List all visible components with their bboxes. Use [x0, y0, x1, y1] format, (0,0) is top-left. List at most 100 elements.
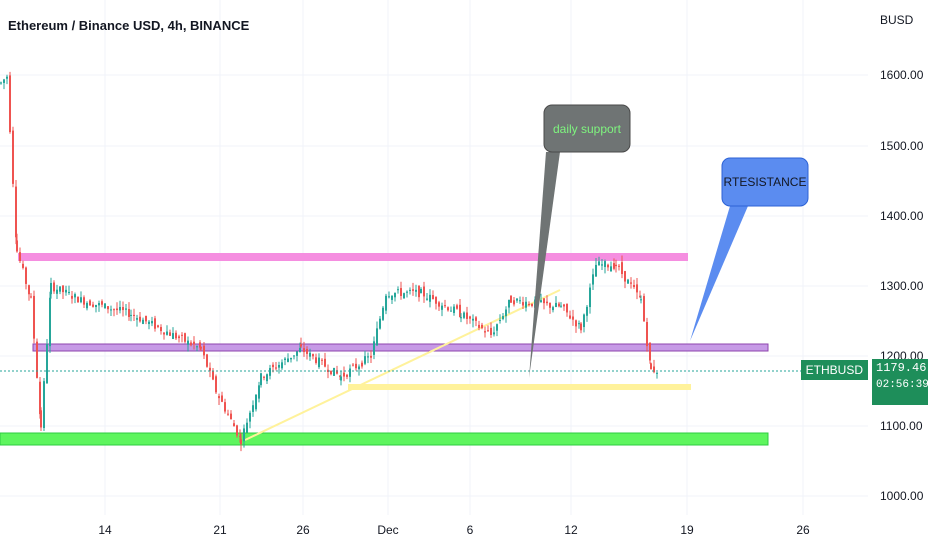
candle-body	[447, 307, 449, 311]
candle-body	[373, 341, 375, 355]
candle-body	[303, 348, 305, 353]
candle-body	[263, 376, 265, 378]
candle-body	[549, 302, 551, 308]
candle-body	[309, 352, 311, 357]
candle-body	[296, 351, 298, 356]
candle-body	[459, 304, 461, 317]
candle-body	[481, 324, 483, 329]
candle-body	[281, 362, 283, 369]
candle-body	[610, 266, 612, 272]
candle-body	[522, 302, 524, 306]
candle-body	[525, 301, 527, 308]
candle-body	[580, 323, 582, 331]
candle-body	[358, 366, 360, 370]
candle-body	[83, 297, 85, 305]
y-tick-label: 1600.00	[880, 68, 924, 82]
candle-body	[125, 308, 127, 310]
x-tick-label: Dec	[377, 523, 398, 537]
candle-body	[184, 333, 186, 342]
candle-body	[287, 358, 289, 362]
symbol-tag: ETHBUSD	[800, 360, 868, 380]
candle-body	[508, 299, 510, 308]
x-tick-label: 14	[98, 523, 112, 537]
candle-body	[343, 372, 345, 377]
callout-resistance-text: RTESISTANCE	[724, 175, 807, 189]
candle-body	[200, 347, 202, 349]
candle-body	[98, 303, 100, 306]
candle-body	[312, 354, 314, 357]
candle-body	[43, 381, 45, 428]
candle-body	[240, 439, 242, 445]
candle-body	[40, 410, 42, 428]
candle-body	[487, 330, 489, 332]
x-tick-label: 19	[680, 523, 694, 537]
candle-body	[493, 332, 495, 335]
candle-body	[505, 309, 507, 317]
candle-body	[456, 305, 458, 309]
candle-body	[656, 372, 658, 374]
candle-body	[154, 318, 156, 329]
candle-body	[496, 324, 498, 331]
candle-body	[531, 303, 533, 306]
candle-body	[128, 308, 130, 318]
candle-body	[74, 294, 76, 298]
candle-body	[499, 320, 501, 322]
candle-body	[340, 376, 342, 381]
candle-body	[583, 314, 585, 328]
candle-body	[19, 252, 21, 262]
candle-body	[166, 331, 168, 335]
candle-body	[239, 436, 241, 438]
candle-body	[484, 331, 486, 333]
candle-body	[71, 295, 73, 299]
candle-body	[502, 316, 504, 320]
candle-body	[119, 306, 121, 311]
candle-body	[460, 317, 462, 319]
candle-body	[53, 282, 55, 292]
candle-body	[236, 425, 238, 436]
chart-title: Ethereum / Binance USD, 4h, BINANCE	[8, 18, 250, 33]
candle-body	[30, 296, 32, 298]
candle-body	[370, 355, 372, 358]
candle-body	[513, 300, 515, 305]
candle-body	[266, 374, 268, 382]
candle-body	[209, 367, 211, 371]
callout-resistance: RTESISTANCE	[690, 157, 809, 341]
candle-body	[46, 344, 48, 384]
candle-body	[598, 261, 600, 266]
candle-body	[318, 357, 320, 368]
x-tick-label: 26	[296, 523, 310, 537]
candle-body	[260, 373, 262, 386]
candle-body	[89, 300, 91, 306]
candle-body	[278, 364, 280, 368]
candle-body	[275, 367, 277, 369]
x-axis: 14 21 26 Dec 6 12 19 26	[98, 523, 810, 537]
candle-body	[339, 375, 341, 377]
zone-resistance-purple	[32, 343, 769, 352]
currency-label: BUSD	[880, 13, 914, 27]
candle-body	[300, 344, 302, 347]
candle-body	[148, 321, 150, 325]
candle-body	[163, 332, 165, 335]
price-tag: 1179.46 02:56:39	[872, 359, 929, 405]
candle-body	[376, 328, 378, 346]
candle-body	[575, 320, 577, 327]
candle-body	[355, 363, 357, 369]
candle-body	[624, 271, 626, 282]
candle-body	[379, 318, 381, 329]
candle-body	[65, 289, 67, 293]
zone-support-yellow	[348, 384, 691, 390]
candle-body	[478, 324, 480, 328]
candle-body	[203, 345, 205, 356]
candle-body	[650, 363, 652, 370]
candle-body	[321, 359, 323, 361]
candle-body	[0, 82, 2, 84]
candle-body	[364, 356, 366, 364]
candle-body	[432, 295, 434, 300]
candle-body	[490, 327, 492, 335]
candle-body	[385, 295, 387, 311]
candle-body	[466, 312, 468, 319]
candles	[0, 71, 658, 452]
candle-body	[36, 341, 38, 378]
candle-body	[28, 285, 30, 295]
